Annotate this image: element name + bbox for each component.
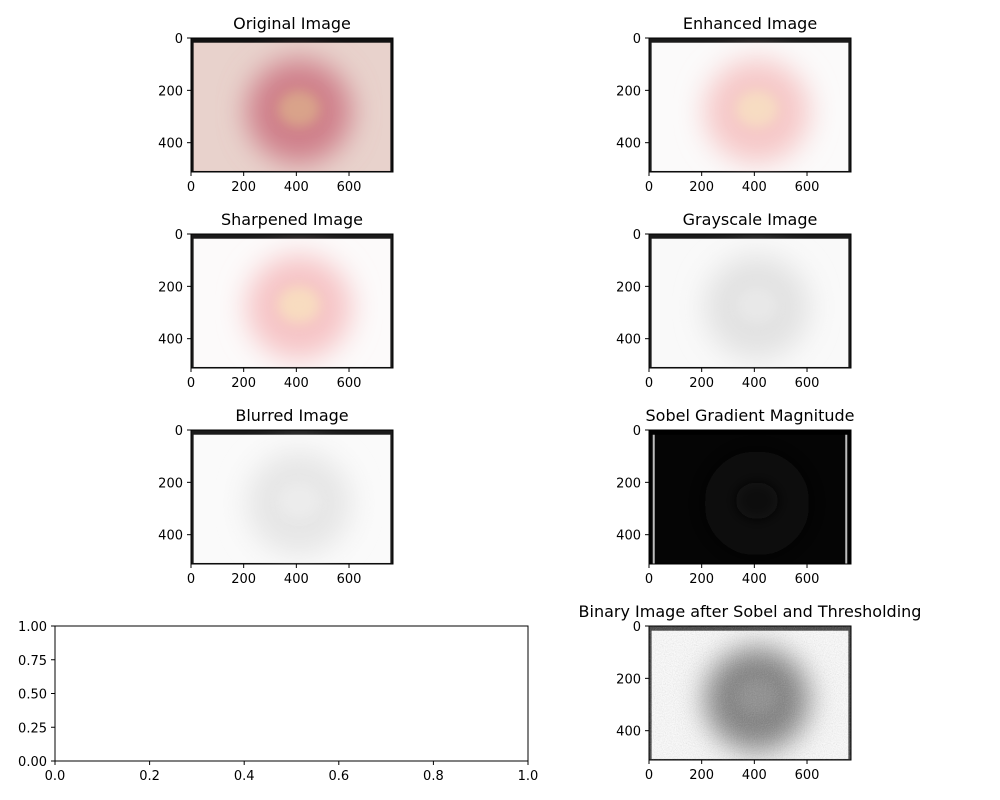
subplot-title: Enhanced Image bbox=[683, 14, 817, 33]
image-content bbox=[649, 430, 851, 564]
y-tick-label: 400 bbox=[158, 333, 183, 348]
image-content bbox=[191, 430, 393, 564]
lesion-core bbox=[277, 286, 321, 323]
y-tick-label: 400 bbox=[616, 529, 641, 544]
y-tick-label: 0 bbox=[633, 620, 641, 635]
subplot-2: Enhanced Image 0 200 400 600 0 200 400 bbox=[616, 14, 852, 195]
subplot-title: Original Image bbox=[233, 14, 351, 33]
x-tick-label: 0.2 bbox=[139, 769, 160, 784]
y-tick-label: 200 bbox=[616, 84, 641, 99]
lesion-core bbox=[735, 482, 779, 519]
x-tick-label: 0.6 bbox=[328, 769, 349, 784]
y-tick-label: 400 bbox=[158, 137, 183, 152]
axes-frame bbox=[190, 233, 394, 369]
x-tick-label: 600 bbox=[795, 768, 820, 783]
image-content bbox=[649, 626, 851, 760]
x-tick-label: 400 bbox=[742, 768, 767, 783]
subplot-title: Binary Image after Sobel and Thresholdin… bbox=[579, 602, 922, 621]
axes-frame bbox=[648, 429, 852, 565]
y-tick-label: 200 bbox=[616, 672, 641, 687]
image-content bbox=[649, 234, 851, 368]
subplot-title: Grayscale Image bbox=[683, 210, 818, 229]
image-content bbox=[191, 234, 393, 368]
lesion-core bbox=[277, 482, 321, 519]
x-tick-label: 0.0 bbox=[45, 769, 66, 784]
y-tick-label: 200 bbox=[158, 476, 183, 491]
axes-frame bbox=[190, 37, 394, 173]
subplot-3: Sharpened Image 0 200 400 600 0 200 400 bbox=[158, 210, 394, 391]
x-tick-label: 0 bbox=[645, 180, 653, 195]
x-tick-label: 200 bbox=[689, 376, 714, 391]
y-tick-label: 0 bbox=[633, 228, 641, 243]
x-tick-label: 200 bbox=[689, 768, 714, 783]
image-content bbox=[191, 38, 393, 172]
x-tick-label: 400 bbox=[284, 180, 309, 195]
y-tick-label: 0 bbox=[175, 32, 183, 47]
subplot-8: Binary Image after Sobel and Thresholdin… bbox=[579, 602, 922, 783]
y-tick-label: 1.00 bbox=[18, 620, 47, 635]
axes-frame bbox=[648, 233, 852, 369]
subplot-4: Grayscale Image 0 200 400 600 0 200 400 bbox=[616, 210, 852, 391]
x-tick-label: 0 bbox=[187, 180, 195, 195]
x-tick-label: 400 bbox=[742, 180, 767, 195]
y-tick-label: 0.50 bbox=[18, 688, 47, 703]
subplot-7: 0.0 0.2 0.4 0.6 0.8 1.0 0.00 0.25 0.50 0.75 1.00 bbox=[18, 620, 538, 784]
subplot-title: Blurred Image bbox=[235, 406, 348, 425]
binary-texture bbox=[649, 626, 851, 760]
y-tick-label: 0 bbox=[633, 424, 641, 439]
x-tick-label: 400 bbox=[742, 376, 767, 391]
y-tick-label: 400 bbox=[616, 333, 641, 348]
x-tick-label: 0.8 bbox=[423, 769, 444, 784]
y-tick-label: 0 bbox=[175, 228, 183, 243]
x-tick-label: 600 bbox=[337, 180, 362, 195]
empty-axes-area bbox=[55, 626, 528, 761]
subplot-title: Sobel Gradient Magnitude bbox=[646, 406, 855, 425]
y-tick-label: 0.25 bbox=[18, 721, 47, 736]
y-tick-label: 400 bbox=[616, 725, 641, 740]
x-tick-label: 200 bbox=[231, 376, 256, 391]
axes-frame bbox=[648, 625, 852, 761]
x-tick-label: 0.4 bbox=[234, 769, 255, 784]
x-tick-label: 400 bbox=[284, 572, 309, 587]
x-tick-label: 0 bbox=[645, 376, 653, 391]
x-tick-label: 200 bbox=[231, 180, 256, 195]
y-tick-label: 200 bbox=[158, 280, 183, 295]
x-tick-label: 1.0 bbox=[518, 769, 539, 784]
y-tick-label: 200 bbox=[616, 476, 641, 491]
x-tick-label: 0 bbox=[645, 768, 653, 783]
lesion-core bbox=[735, 286, 779, 323]
image-content bbox=[55, 626, 528, 761]
subplot-5: Blurred Image 0 200 400 600 0 200 400 bbox=[158, 406, 394, 587]
lesion-core bbox=[735, 90, 779, 127]
x-tick-label: 600 bbox=[337, 376, 362, 391]
lesion-core bbox=[277, 90, 321, 127]
y-tick-label: 200 bbox=[158, 84, 183, 99]
x-tick-label: 0 bbox=[187, 376, 195, 391]
subplot-title: Sharpened Image bbox=[221, 210, 363, 229]
x-tick-label: 600 bbox=[337, 572, 362, 587]
x-tick-label: 600 bbox=[795, 180, 820, 195]
x-tick-label: 600 bbox=[795, 572, 820, 587]
y-tick-label: 200 bbox=[616, 280, 641, 295]
x-tick-label: 200 bbox=[689, 180, 714, 195]
axes-frame bbox=[190, 429, 394, 565]
axes-frame bbox=[648, 37, 852, 173]
y-tick-label: 0 bbox=[633, 32, 641, 47]
y-tick-label: 0.00 bbox=[18, 755, 47, 770]
subplot-1: Original Image 0 200 400 600 0 200 400 bbox=[158, 14, 394, 195]
y-tick-label: 0 bbox=[175, 424, 183, 439]
x-tick-label: 400 bbox=[284, 376, 309, 391]
x-tick-label: 200 bbox=[231, 572, 256, 587]
x-tick-label: 400 bbox=[742, 572, 767, 587]
subplot-6: Sobel Gradient Magnitude 0 200 400 600 0 200 40… bbox=[616, 406, 854, 587]
y-tick-label: 400 bbox=[616, 137, 641, 152]
y-tick-label: 0.75 bbox=[18, 654, 47, 669]
x-tick-label: 600 bbox=[795, 376, 820, 391]
x-tick-label: 0 bbox=[187, 572, 195, 587]
x-tick-label: 200 bbox=[689, 572, 714, 587]
image-content bbox=[649, 38, 851, 172]
y-tick-label: 400 bbox=[158, 529, 183, 544]
x-tick-label: 0 bbox=[645, 572, 653, 587]
